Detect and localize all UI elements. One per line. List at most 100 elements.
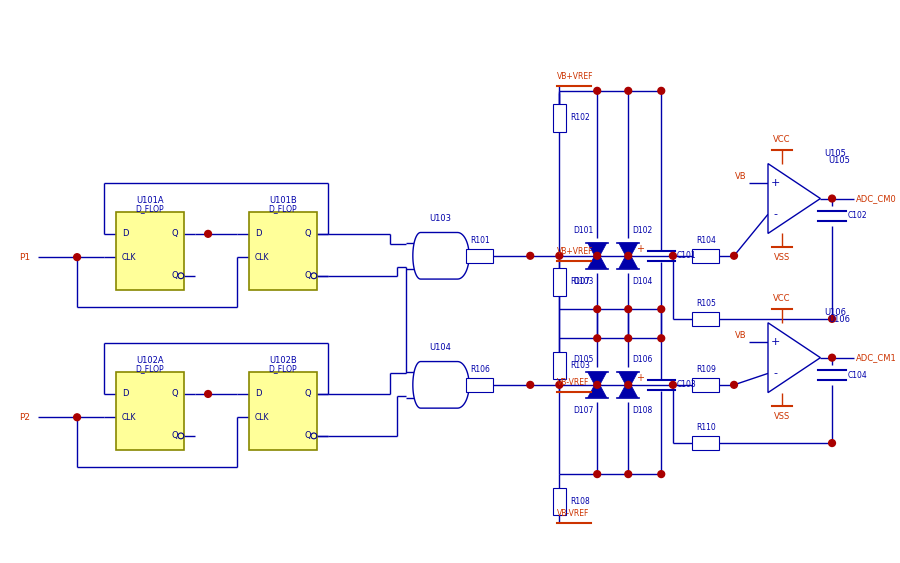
Text: R107: R107 <box>570 278 590 287</box>
Text: R103: R103 <box>570 361 590 370</box>
Circle shape <box>658 306 665 312</box>
Text: +: + <box>771 337 780 347</box>
Text: +: + <box>635 244 644 254</box>
Polygon shape <box>768 323 821 392</box>
Text: R105: R105 <box>696 299 716 308</box>
Text: CLK: CLK <box>122 253 136 262</box>
Text: D103: D103 <box>573 276 593 285</box>
Circle shape <box>556 252 562 259</box>
Text: VSS: VSS <box>774 412 790 421</box>
Bar <box>692 249 719 262</box>
Text: U106: U106 <box>824 308 846 317</box>
Text: C104: C104 <box>848 370 868 379</box>
Circle shape <box>625 306 632 312</box>
Text: +: + <box>635 373 644 383</box>
Bar <box>553 352 566 379</box>
Text: D106: D106 <box>632 355 652 364</box>
Text: CLK: CLK <box>255 413 269 422</box>
Text: D: D <box>255 229 261 238</box>
Text: D: D <box>122 390 128 399</box>
Bar <box>692 378 719 392</box>
Text: R106: R106 <box>470 365 490 374</box>
Bar <box>553 488 566 515</box>
Text: -: - <box>774 209 778 219</box>
Text: VB+VREF: VB+VREF <box>557 72 594 81</box>
Polygon shape <box>619 251 638 269</box>
Circle shape <box>829 354 835 361</box>
Circle shape <box>625 252 632 259</box>
Circle shape <box>594 471 600 477</box>
Text: C102: C102 <box>848 212 868 221</box>
Bar <box>692 312 719 325</box>
Circle shape <box>731 382 737 388</box>
Text: D101: D101 <box>573 226 593 235</box>
Text: CLK: CLK <box>122 413 136 422</box>
Text: R104: R104 <box>696 236 716 245</box>
Text: C103: C103 <box>677 381 697 390</box>
Text: R110: R110 <box>696 423 716 432</box>
Bar <box>116 212 184 290</box>
Text: Q: Q <box>171 271 178 280</box>
Polygon shape <box>619 380 638 397</box>
Text: U101A: U101A <box>136 196 164 205</box>
Circle shape <box>594 335 600 342</box>
Circle shape <box>658 471 665 477</box>
Bar <box>116 372 184 450</box>
Circle shape <box>625 335 632 342</box>
Text: U102B: U102B <box>269 356 297 365</box>
Text: CLK: CLK <box>255 253 269 262</box>
Text: U101B: U101B <box>269 196 297 205</box>
Circle shape <box>625 87 632 94</box>
Text: D: D <box>255 390 261 399</box>
Text: VB+VREF: VB+VREF <box>557 247 594 256</box>
Text: P2: P2 <box>19 413 30 422</box>
Text: R108: R108 <box>570 497 590 506</box>
Bar <box>248 372 317 450</box>
Text: VSS: VSS <box>774 253 790 262</box>
Circle shape <box>594 382 600 388</box>
Text: Q: Q <box>304 390 310 399</box>
Polygon shape <box>413 361 469 408</box>
Bar <box>553 104 566 132</box>
Polygon shape <box>413 233 469 279</box>
Polygon shape <box>588 372 607 390</box>
Text: D107: D107 <box>573 405 593 414</box>
Text: Q: Q <box>171 431 178 440</box>
Text: U104: U104 <box>429 343 451 352</box>
Text: D_FLOP: D_FLOP <box>136 204 164 213</box>
Circle shape <box>204 230 212 237</box>
Circle shape <box>74 414 80 421</box>
Text: VCC: VCC <box>773 294 791 303</box>
Text: D104: D104 <box>632 276 652 285</box>
Text: D_FLOP: D_FLOP <box>268 204 297 213</box>
Text: +: + <box>771 178 780 188</box>
Text: D108: D108 <box>632 405 652 414</box>
Text: U102A: U102A <box>136 356 164 365</box>
Circle shape <box>670 382 676 388</box>
Text: U106: U106 <box>829 315 850 324</box>
Text: ADC_CM0: ADC_CM0 <box>856 194 897 203</box>
Text: Q: Q <box>171 229 178 238</box>
Text: VB-VREF: VB-VREF <box>557 509 590 518</box>
Polygon shape <box>768 164 821 234</box>
Text: Q: Q <box>171 390 178 399</box>
Text: VB: VB <box>735 331 747 340</box>
Circle shape <box>204 391 212 397</box>
Text: VB-VREF: VB-VREF <box>557 378 590 387</box>
Circle shape <box>731 252 737 259</box>
Text: VB: VB <box>735 172 747 181</box>
Bar <box>248 212 317 290</box>
Text: D_FLOP: D_FLOP <box>136 364 164 373</box>
Text: ADC_CM1: ADC_CM1 <box>856 353 897 362</box>
Circle shape <box>670 252 676 259</box>
Circle shape <box>625 471 632 477</box>
Circle shape <box>594 252 600 259</box>
Text: Q: Q <box>304 271 310 280</box>
Polygon shape <box>619 243 638 261</box>
Bar <box>466 249 493 262</box>
Text: Q: Q <box>304 431 310 440</box>
Polygon shape <box>588 251 607 269</box>
Text: D_FLOP: D_FLOP <box>268 364 297 373</box>
Circle shape <box>594 87 600 94</box>
Text: R109: R109 <box>696 365 716 374</box>
